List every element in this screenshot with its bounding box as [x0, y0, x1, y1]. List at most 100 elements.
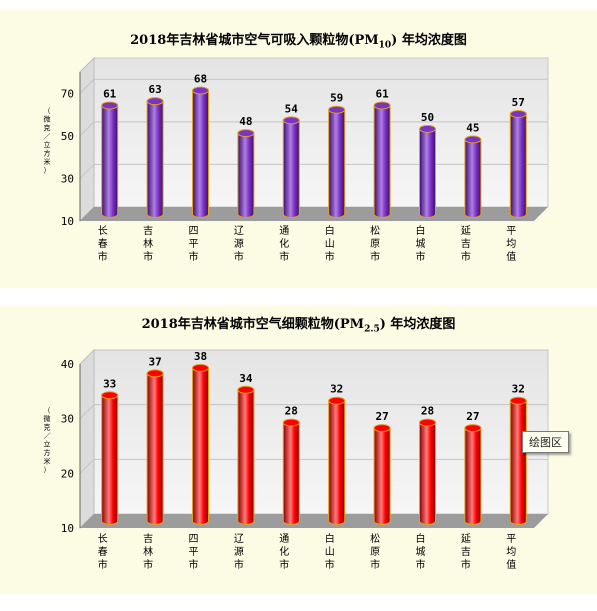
svg-text:值: 值	[506, 558, 516, 571]
bar[interactable]	[464, 135, 482, 218]
svg-text:米: 米	[44, 157, 51, 166]
svg-text:微: 微	[44, 414, 51, 423]
bar[interactable]	[419, 418, 436, 525]
bar[interactable]	[509, 109, 527, 218]
svg-text:市: 市	[143, 250, 153, 263]
x-tick-label: 吉林市	[143, 225, 153, 263]
bar[interactable]	[146, 369, 164, 525]
bar-value-label: 28	[421, 405, 434, 418]
bar-value-label: 61	[103, 87, 117, 100]
bar-value-label: 61	[375, 87, 389, 100]
x-tick-label: 辽源市	[234, 225, 244, 263]
bar[interactable]	[101, 391, 119, 525]
svg-text:山: 山	[325, 546, 335, 558]
chart-title-pm10: 2018年吉林省城市空气可吸入颗粒物(PM10) 年均浓度图	[130, 33, 467, 51]
svg-text:均: 均	[506, 238, 516, 250]
bar[interactable]	[282, 116, 300, 218]
svg-text:）: ）	[44, 166, 51, 174]
y-tick-label: 20	[61, 467, 74, 480]
svg-text:长: 长	[98, 533, 108, 545]
plot-side-wall	[79, 56, 95, 223]
y-axis-label: （微克／立方米）	[44, 406, 51, 474]
svg-text:白: 白	[325, 532, 335, 545]
x-tick-label: 长春市	[98, 533, 108, 571]
bar[interactable]	[464, 424, 482, 525]
svg-text:值: 值	[506, 250, 516, 263]
svg-text:白: 白	[416, 532, 426, 545]
svg-text:化: 化	[279, 237, 289, 250]
chart-title-pm25: 2018年吉林省城市空气细颗粒物(PM2.5) 年均浓度图	[141, 317, 456, 335]
x-tick-label: 四平市	[189, 226, 199, 263]
svg-text:立: 立	[44, 140, 51, 149]
plot-side-wall	[79, 348, 95, 530]
svg-text:市: 市	[98, 250, 108, 263]
svg-text:吉: 吉	[461, 546, 471, 558]
bar[interactable]	[509, 396, 527, 525]
bar[interactable]	[237, 385, 255, 525]
svg-text:延: 延	[461, 533, 471, 545]
svg-text:延: 延	[461, 225, 471, 237]
y-axis-label: （微克／立方米）	[44, 107, 51, 175]
bar-value-label: 27	[466, 410, 479, 423]
x-tick-label: 平均值	[506, 226, 516, 263]
chart-pm25[interactable]: 10203040（微克／立方米）33长春市37吉林市38四平市34辽源市28通化…	[44, 348, 549, 571]
bar[interactable]	[328, 105, 346, 218]
bar-value-label: 33	[103, 377, 116, 390]
x-tick-label: 白城市	[416, 224, 426, 263]
svg-text:微: 微	[44, 114, 51, 123]
y-tick-label: 10	[61, 522, 74, 535]
svg-text:化: 化	[279, 545, 289, 558]
bar-value-label: 68	[194, 73, 207, 86]
y-tick-label: 10	[61, 215, 74, 228]
svg-text:城: 城	[416, 546, 426, 558]
bar[interactable]	[237, 129, 255, 218]
bar[interactable]	[282, 418, 300, 525]
x-tick-label: 松原市	[370, 224, 380, 263]
bar-value-label: 34	[239, 372, 253, 385]
svg-text:市: 市	[416, 558, 426, 571]
bar[interactable]	[192, 363, 209, 525]
svg-text:吉: 吉	[143, 225, 153, 237]
y-tick-label: 30	[61, 413, 74, 426]
svg-text:通: 通	[279, 533, 289, 545]
x-tick-label: 白城市	[416, 532, 426, 571]
bar-value-label: 45	[466, 122, 479, 135]
svg-text:平: 平	[506, 534, 516, 545]
svg-text:白: 白	[416, 224, 426, 237]
x-tick-label: 平均值	[506, 534, 516, 571]
bar[interactable]	[373, 424, 391, 525]
bar[interactable]	[419, 124, 436, 218]
bar-value-label: 27	[375, 410, 388, 423]
svg-text:市: 市	[370, 558, 380, 571]
bar[interactable]	[146, 97, 164, 218]
svg-text:（: （	[44, 406, 51, 414]
svg-text:平: 平	[189, 239, 199, 250]
svg-text:城: 城	[416, 238, 426, 250]
x-tick-label: 松原市	[370, 532, 380, 571]
svg-text:白: 白	[325, 224, 335, 237]
x-tick-label: 四平市	[189, 534, 199, 571]
svg-text:原: 原	[370, 546, 380, 558]
bar-value-label: 32	[330, 383, 343, 396]
svg-text:市: 市	[416, 250, 426, 263]
svg-text:林: 林	[143, 545, 153, 558]
bar-value-label: 63	[148, 83, 161, 96]
bar-value-label: 59	[330, 92, 343, 105]
y-tick-label: 40	[61, 358, 74, 371]
svg-text:（: （	[44, 107, 51, 115]
bar-value-label: 37	[148, 355, 161, 368]
bar[interactable]	[373, 101, 391, 218]
x-tick-label: 延吉市	[461, 533, 471, 571]
bar[interactable]	[192, 86, 209, 218]
svg-text:市: 市	[325, 250, 335, 263]
svg-text:市: 市	[461, 558, 471, 571]
bar[interactable]	[101, 101, 119, 218]
svg-text:市: 市	[143, 558, 153, 571]
x-tick-label: 通化市	[279, 225, 289, 263]
x-tick-label: 延吉市	[461, 225, 471, 263]
svg-text:市: 市	[234, 558, 244, 571]
bar[interactable]	[328, 396, 346, 525]
x-tick-label: 白山市	[325, 224, 335, 263]
svg-text:源: 源	[234, 545, 244, 558]
chart-pm10[interactable]: 10305070（微克／立方米）61长春市63吉林市68四平市48辽源市54通化…	[44, 56, 549, 263]
